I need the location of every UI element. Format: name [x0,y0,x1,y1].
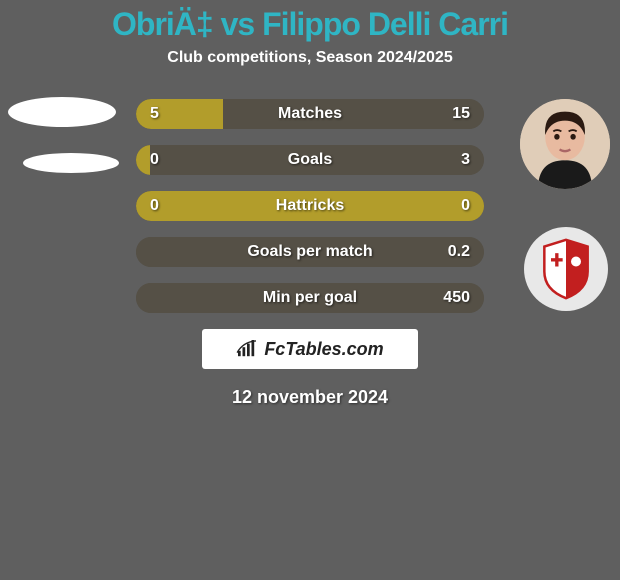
bar-label: Goals per match [247,243,372,261]
page-title: ObriÄ‡ vs Filippo Delli Carri [0,0,620,43]
bar-right-value: 0.2 [448,243,470,261]
source-logo-text: FcTables.com [264,339,383,360]
bar-label: Matches [278,105,342,123]
subtitle: Club competitions, Season 2024/2025 [0,49,620,67]
shield-icon [541,238,591,300]
bar-label: Goals [288,151,332,169]
left-player-placeholder-1 [8,97,116,127]
stat-bar-row: 0 0 Hattricks [136,191,484,221]
bar-label: Min per goal [263,289,357,307]
comparison-area: 5 15 Matches 0 3 Goals 0 0 Hattricks 0.2 Goals per… [0,97,620,408]
bar-fill-right [223,99,484,129]
stat-bar-row: 450 Min per goal [136,283,484,313]
source-logo: FcTables.com [202,329,418,369]
right-club-crest [524,227,608,311]
bar-fill-left [136,145,150,175]
right-player-avatar [520,99,610,189]
avatar-face-icon [520,99,610,189]
stat-bar-row: 0.2 Goals per match [136,237,484,267]
stat-bars: 5 15 Matches 0 3 Goals 0 0 Hattricks 0.2 Goals per… [136,97,484,313]
bar-right-value: 450 [443,289,470,307]
bar-left-value: 0 [150,197,159,215]
date-line: 12 november 2024 [0,387,620,408]
bar-label: Hattricks [276,197,344,215]
stat-bar-row: 0 3 Goals [136,145,484,175]
bar-right-value: 3 [461,151,470,169]
bar-right-value: 0 [461,197,470,215]
bar-chart-icon [236,340,258,358]
bar-left-value: 0 [150,151,159,169]
bar-right-value: 15 [452,105,470,123]
stat-bar-row: 5 15 Matches [136,99,484,129]
bar-left-value: 5 [150,105,159,123]
left-player-placeholder-2 [23,153,119,173]
